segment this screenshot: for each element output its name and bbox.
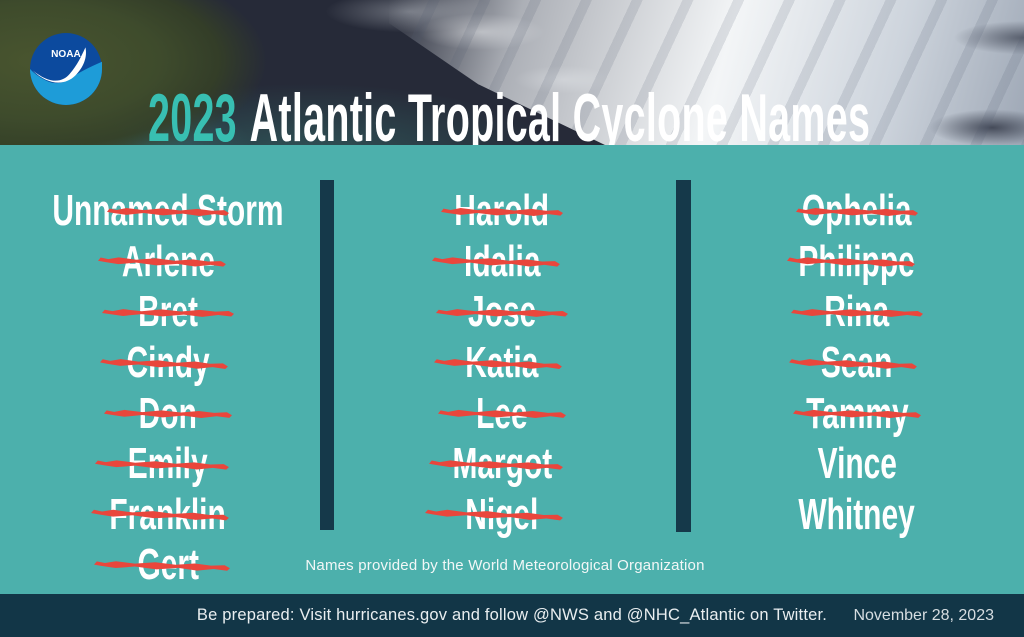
storm-name: Ophelia [690,186,1024,237]
storm-name: Franklin [0,490,336,541]
storm-name-label: Vince [817,439,897,489]
storm-name: Vince [690,439,1024,490]
storm-name: Harold [334,186,670,237]
column-divider [320,180,334,530]
noaa-logo-text: NOAA [51,49,81,60]
storm-name: Bret [0,287,336,338]
storm-name: Jose [334,287,670,338]
storm-name: Tammy [690,388,1024,439]
storm-name: Emily [0,439,336,490]
storm-name: Idalia [334,237,670,288]
title-year: 2023 [148,79,237,156]
names-column-1: Unnamed StormArleneBretCindyDonEmilyFran… [0,186,336,591]
storm-name: Whitney [690,490,1024,541]
storm-name: Katia [334,338,670,389]
names-column-2: HaroldIdaliaJoseKatiaLeeMargotNigel [334,186,670,540]
storm-name: Don [0,388,336,439]
satellite-cloud-imagery [389,0,1024,145]
storm-name: Sean [690,338,1024,389]
footer-date: November 28, 2023 [853,606,994,624]
storm-name-label: Whitney [798,489,916,539]
names-panel: Unnamed StormArleneBretCindyDonEmilyFran… [0,145,1024,594]
storm-name: Arlene [0,237,336,288]
footer-bar: Be prepared: Visit hurricanes.gov and fo… [0,594,1024,637]
footer-message: Be prepared: Visit hurricanes.gov and fo… [196,606,828,624]
storm-name: Unnamed Storm [0,186,336,237]
title-text: Atlantic Tropical Cyclone Names [249,79,871,156]
wmo-caption: Names provided by the World Meteorologic… [305,557,705,574]
noaa-logo-icon: NOAA [30,33,102,105]
header-banner: NOAA 2023 Atlantic Tropical Cyclone Name… [0,0,1024,156]
storm-name: Rina [690,287,1024,338]
storm-name: Cindy [0,338,336,389]
storm-name: Gert [0,540,336,591]
page-title: 2023 Atlantic Tropical Cyclone Names [148,80,870,156]
storm-name: Margot [334,439,670,490]
column-divider [676,180,691,532]
storm-name: Philippe [690,237,1024,288]
storm-name: Nigel [334,490,670,541]
names-column-3: OpheliaPhilippeRinaSeanTammyVinceWhitney [690,186,1024,540]
storm-name: Lee [334,388,670,439]
